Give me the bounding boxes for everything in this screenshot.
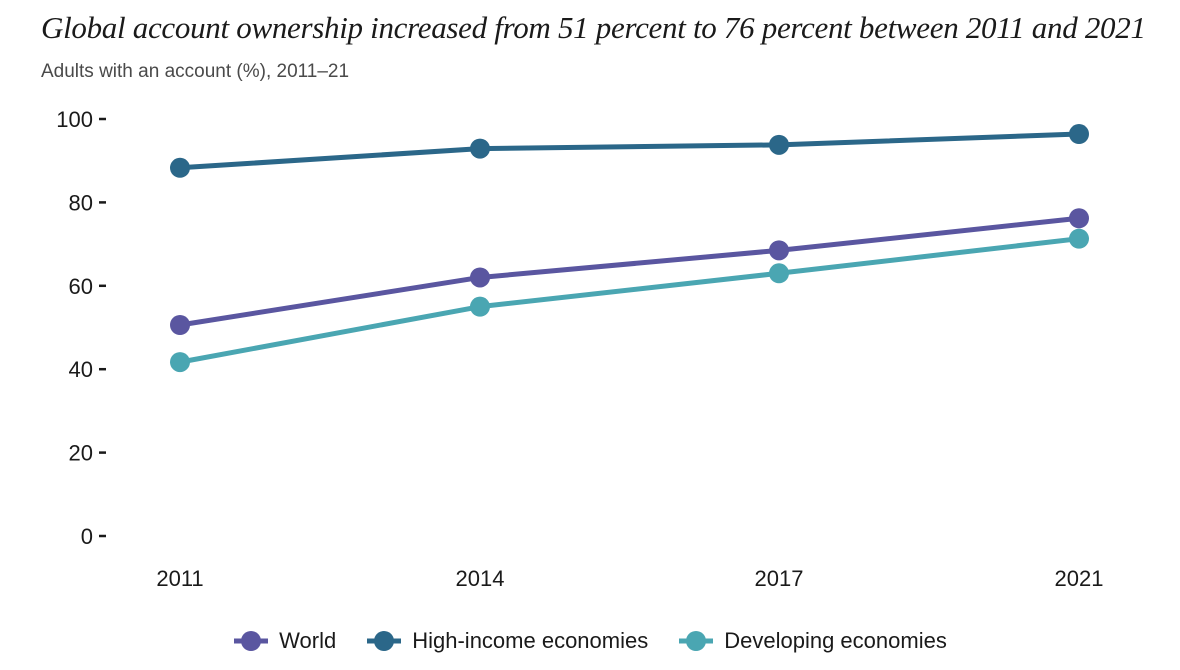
legend-item: Developing economies: [678, 628, 947, 654]
legend-label: World: [279, 628, 337, 653]
legend: World High-income economies Developing eco…: [0, 628, 1180, 654]
series-line-1: [177, 215, 1082, 328]
data-point: [470, 138, 490, 159]
y-tick-label: 100: [56, 107, 93, 132]
data-point: [1069, 208, 1089, 229]
data-point: [170, 314, 190, 335]
x-tick-label: 2021: [1055, 566, 1104, 591]
legend-label: Developing economies: [724, 628, 947, 653]
legend-item: High-income economies: [366, 628, 648, 654]
chart-title: Global account ownership increased from …: [41, 10, 1146, 45]
line-chart: 0 20 40 60 80 100 2011 2014 2017 2021: [56, 107, 1104, 591]
legend-key: [367, 631, 402, 651]
y-tick-label: 60: [69, 274, 93, 299]
data-point: [170, 352, 190, 373]
legend-key: [679, 631, 714, 651]
data-point: [170, 157, 190, 178]
x-tick-label: 2011: [156, 566, 203, 591]
y-tick-label: 0: [81, 524, 93, 549]
y-tick-label: 20: [69, 441, 93, 466]
data-point: [1069, 124, 1089, 145]
y-tick-label: 40: [69, 357, 93, 382]
x-tick-label: 2017: [755, 566, 804, 591]
y-tick-label: 80: [69, 190, 93, 215]
legend-label: High-income economies: [412, 628, 649, 653]
legend-key: [234, 631, 269, 651]
data-point: [470, 296, 490, 317]
x-tick-label: 2014: [456, 566, 505, 591]
series-line-3: [177, 236, 1082, 365]
series-line-2: [177, 131, 1082, 171]
data-point: [769, 263, 789, 284]
data-point: [1069, 228, 1089, 249]
legend-item: World: [233, 628, 336, 654]
data-point: [470, 267, 490, 288]
chart-subtitle: Adults with an account (%), 2011–21: [41, 61, 350, 82]
data-point: [769, 240, 789, 261]
data-point: [769, 134, 789, 155]
